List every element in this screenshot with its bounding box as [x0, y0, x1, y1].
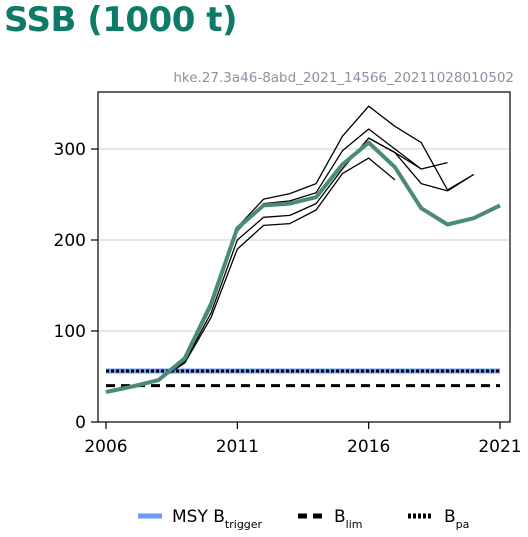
legend-label-bpa: Bpa	[444, 507, 469, 531]
y-tick-label: 0	[75, 413, 86, 433]
legend-label-blim: Blim	[334, 507, 363, 531]
x-tick-label: 2006	[84, 437, 127, 457]
y-tick-label: 100	[54, 322, 86, 342]
x-tick-label: 2011	[216, 437, 259, 457]
legend-label-msy-btrigger: MSY Btrigger	[172, 507, 263, 531]
series-line-retro-1	[105, 137, 422, 393]
chart-title: SSB (1000 t)	[4, 0, 238, 40]
legend: MSY Btrigger Blim Bpa	[138, 507, 469, 531]
y-tick-label: 200	[54, 231, 86, 251]
x-tick-label: 2016	[347, 437, 390, 457]
plot-frame	[97, 91, 511, 423]
series-line-retro-4	[368, 137, 475, 192]
y-tick-label: 300	[54, 140, 86, 160]
x-tick-label: 2021	[478, 437, 521, 457]
chart-subtitle: hke.27.3a46-8abd_2021_14566_202110280105…	[173, 70, 514, 86]
series-line-ssb	[105, 140, 501, 394]
series-line-retro-0	[105, 157, 396, 393]
